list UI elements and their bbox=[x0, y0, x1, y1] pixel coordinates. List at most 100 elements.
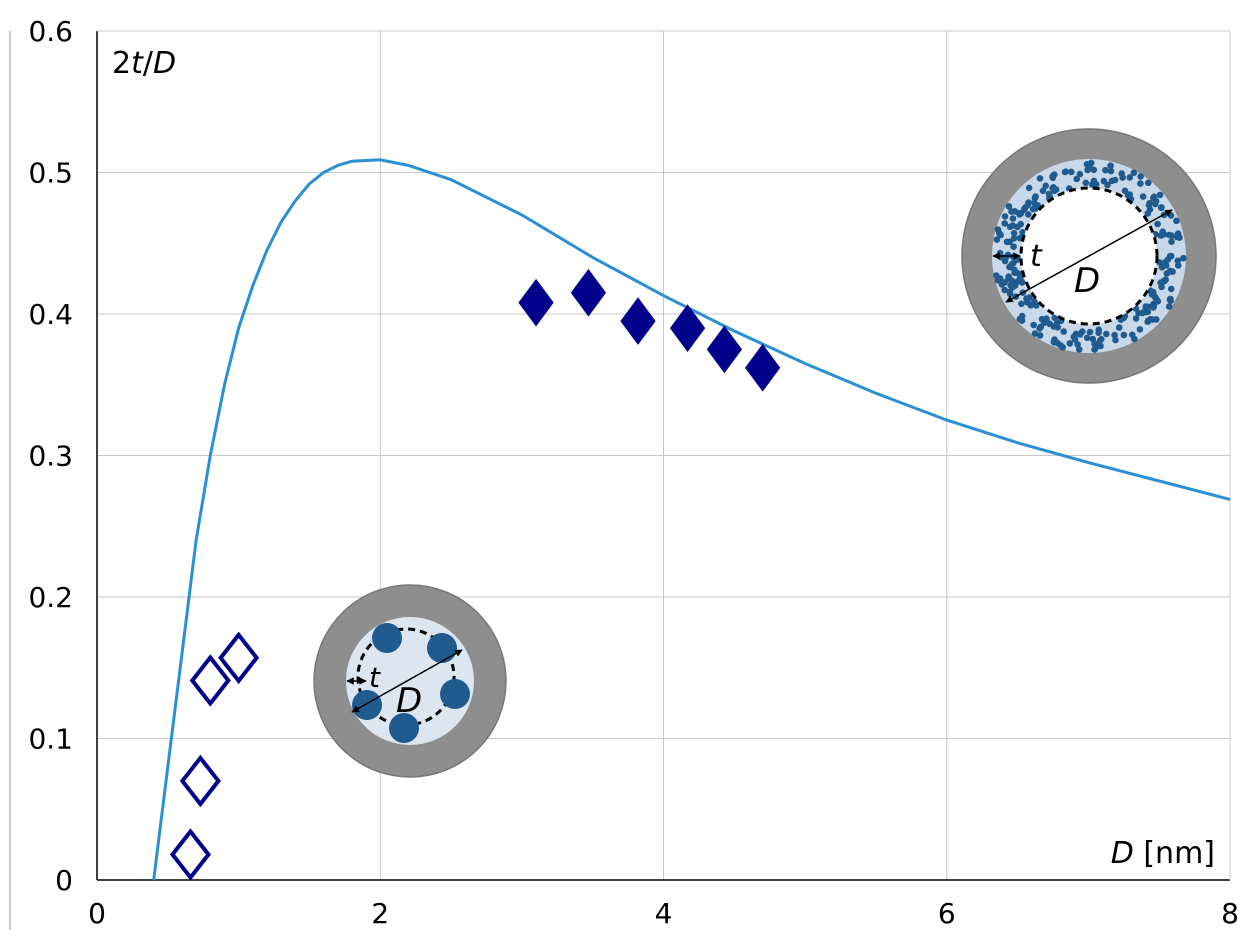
molecule bbox=[1165, 303, 1173, 310]
y-tick-label: 0 bbox=[55, 864, 73, 897]
molecule bbox=[1137, 173, 1144, 180]
molecule bbox=[1010, 235, 1018, 242]
molecule bbox=[1118, 170, 1125, 177]
molecule bbox=[1007, 282, 1014, 289]
molecule bbox=[1030, 321, 1037, 329]
molecule bbox=[1103, 330, 1110, 338]
molecule bbox=[1049, 173, 1056, 180]
filled-diamond-point bbox=[620, 297, 656, 345]
molecule bbox=[1145, 317, 1152, 324]
molecule bbox=[1072, 330, 1080, 338]
molecule bbox=[1129, 331, 1136, 339]
open-diamond-point bbox=[189, 654, 231, 707]
molecule bbox=[1132, 315, 1140, 322]
molecule bbox=[1075, 346, 1083, 353]
molecule bbox=[1145, 201, 1153, 209]
molecule bbox=[1005, 273, 1012, 280]
molecule bbox=[1042, 182, 1049, 190]
molecule bbox=[1073, 175, 1080, 183]
molecule bbox=[1107, 167, 1115, 175]
molecule bbox=[1036, 175, 1044, 182]
y-axis-label: 2t/D bbox=[112, 46, 176, 81]
molecule bbox=[1039, 187, 1047, 195]
x-tick-label: 0 bbox=[88, 897, 106, 930]
x-axis-label: D [nm] bbox=[1111, 836, 1215, 871]
x-tick-label: 4 bbox=[655, 897, 673, 930]
molecule bbox=[1032, 193, 1039, 200]
filled-diamond-point bbox=[669, 304, 706, 352]
molecule bbox=[1130, 169, 1138, 176]
molecule bbox=[1168, 268, 1175, 275]
molecule bbox=[1108, 177, 1116, 185]
molecule bbox=[1137, 180, 1144, 187]
molecule bbox=[1173, 217, 1180, 225]
x-tick-label: 2 bbox=[371, 897, 389, 930]
molecule bbox=[1061, 168, 1069, 176]
molecule bbox=[1025, 211, 1032, 218]
molecule bbox=[1091, 346, 1098, 353]
model-curve bbox=[152, 158, 1231, 881]
molecule bbox=[1014, 223, 1021, 231]
molecule bbox=[1120, 331, 1128, 339]
molecule bbox=[1043, 315, 1050, 323]
open-diamond-point bbox=[169, 828, 212, 881]
molecule bbox=[1036, 332, 1044, 339]
molecule bbox=[1086, 328, 1094, 336]
molecule bbox=[1074, 341, 1081, 348]
molecule bbox=[1082, 179, 1090, 187]
filled-diamond-point bbox=[706, 325, 743, 374]
diameter-label: D bbox=[396, 681, 422, 721]
molecule bbox=[1167, 295, 1174, 303]
molecule bbox=[1158, 204, 1165, 211]
molecule bbox=[1139, 193, 1147, 200]
tick-labels: 0 2 4 6 8 0 0.1 0.2 0.3 0.4 0.5 0.6 bbox=[28, 15, 1238, 930]
molecule bbox=[1025, 199, 1032, 206]
molecule bbox=[427, 633, 457, 663]
filled-diamond-point bbox=[570, 268, 607, 317]
molecule bbox=[1005, 203, 1013, 210]
small-pore-inset: t D bbox=[313, 584, 507, 778]
molecule bbox=[1009, 215, 1017, 222]
molecule bbox=[1098, 335, 1105, 343]
series bbox=[152, 158, 1231, 881]
y-tick-label: 0.3 bbox=[28, 440, 73, 473]
y-tick-label: 0.2 bbox=[28, 581, 73, 614]
molecule bbox=[1006, 290, 1014, 298]
open-diamond-point bbox=[218, 631, 260, 685]
molecule bbox=[1076, 170, 1084, 178]
molecule bbox=[1083, 334, 1091, 342]
molecule bbox=[993, 236, 1001, 243]
molecule bbox=[1051, 314, 1058, 322]
molecule bbox=[1083, 161, 1091, 168]
molecule bbox=[1031, 199, 1038, 207]
molecule bbox=[1095, 326, 1103, 334]
molecule bbox=[1168, 238, 1175, 245]
y-tick-label: 0.5 bbox=[28, 157, 73, 190]
molecule bbox=[1050, 184, 1057, 191]
molecule bbox=[1124, 191, 1132, 199]
molecule bbox=[1060, 328, 1067, 335]
molecule bbox=[1176, 234, 1183, 241]
molecule bbox=[1100, 177, 1108, 185]
open-diamond-point bbox=[179, 754, 221, 808]
molecule bbox=[1027, 302, 1035, 309]
molecule bbox=[1018, 317, 1026, 324]
molecule bbox=[1011, 269, 1018, 277]
y-tick-label: 0.6 bbox=[28, 15, 73, 48]
molecule bbox=[1071, 336, 1079, 343]
molecule bbox=[1046, 320, 1053, 328]
filled-diamond-point bbox=[518, 278, 554, 327]
diameter-label: D bbox=[1074, 261, 1100, 301]
molecule bbox=[1174, 262, 1182, 269]
molecule bbox=[1136, 326, 1144, 333]
molecule bbox=[1167, 212, 1175, 219]
molecule bbox=[1102, 166, 1109, 174]
molecule bbox=[1111, 331, 1118, 339]
molecule bbox=[1090, 177, 1098, 185]
molecule bbox=[1180, 254, 1187, 262]
molecule bbox=[352, 690, 382, 720]
molecule bbox=[1159, 228, 1166, 235]
molecule bbox=[1068, 168, 1075, 176]
molecule bbox=[1150, 194, 1157, 202]
